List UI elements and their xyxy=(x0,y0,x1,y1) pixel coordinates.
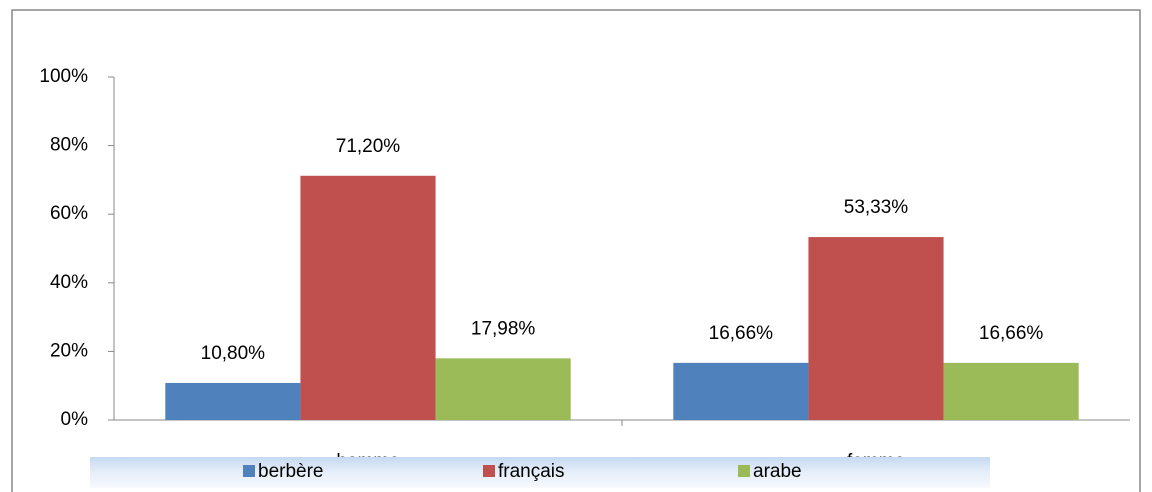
bar xyxy=(673,362,809,420)
legend-box xyxy=(90,457,990,488)
legend-swatch xyxy=(738,465,750,477)
legend-label: berbère xyxy=(258,461,324,482)
bar xyxy=(300,175,436,420)
legend-swatch xyxy=(243,465,255,477)
y-tick-label: 0% xyxy=(61,409,89,430)
y-tick-label: 60% xyxy=(50,203,88,224)
data-label: 53,33% xyxy=(844,197,909,218)
data-label: 10,80% xyxy=(201,343,266,364)
bar xyxy=(808,237,944,420)
data-label: 71,20% xyxy=(336,136,401,157)
legend-label: français xyxy=(498,461,565,482)
legend-label: arabe xyxy=(753,461,802,482)
data-label: 16,66% xyxy=(979,323,1044,344)
data-label: 16,66% xyxy=(709,323,774,344)
bar xyxy=(165,382,301,420)
y-tick-label: 20% xyxy=(50,340,88,361)
legend-swatch xyxy=(483,465,495,477)
y-tick-label: 80% xyxy=(50,135,88,156)
y-tick-label: 100% xyxy=(39,66,88,87)
y-tick-label: 40% xyxy=(50,272,88,293)
bar xyxy=(943,362,1079,420)
bar xyxy=(435,358,571,420)
data-label: 17,98% xyxy=(471,318,536,339)
